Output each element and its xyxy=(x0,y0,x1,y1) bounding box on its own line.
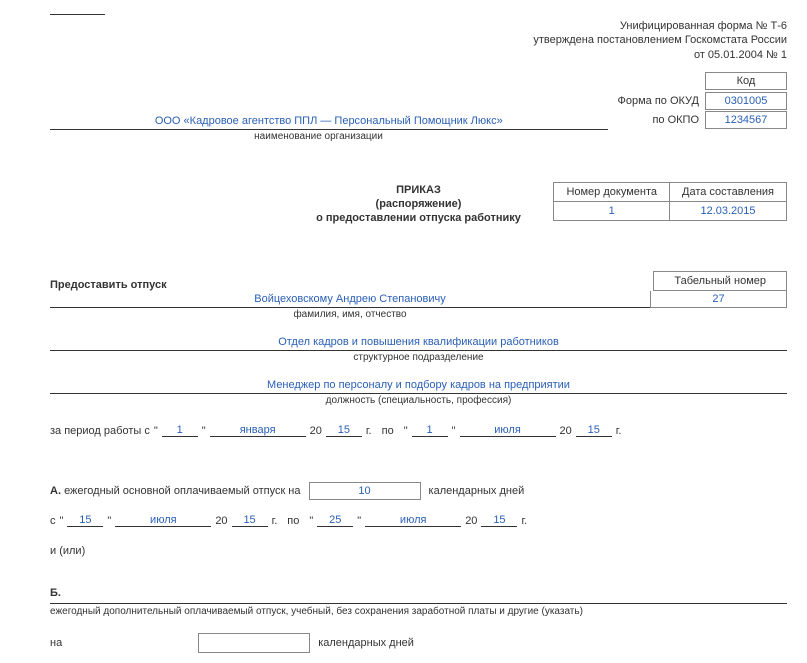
dept-sub: структурное подразделение xyxy=(50,352,787,363)
docdate-label: Дата составления xyxy=(670,182,787,201)
period-prefix: за период работы с xyxy=(50,425,150,437)
a-m1: июля xyxy=(115,514,211,527)
period-d2: 1 xyxy=(412,424,448,437)
sectB-label: Б. xyxy=(50,587,61,599)
sectA-dates: с " 15 " июля 20 15 г. по " 25 " июля 20… xyxy=(50,514,787,527)
sectA-days: 10 xyxy=(309,482,421,500)
period-d1: 1 xyxy=(162,424,198,437)
top-marker-line xyxy=(50,14,105,15)
work-period-row: за период работы с " 1 " января 20 15 г.… xyxy=(50,424,787,437)
a-m2: июля xyxy=(365,514,461,527)
a-y2: 15 xyxy=(481,514,517,527)
sectA-suffix: календарных дней xyxy=(429,485,525,497)
okpo-label: по ОКПО xyxy=(652,114,699,126)
grant-label: Предоставить отпуск xyxy=(50,279,167,291)
header-line3: от 05.01.2004 № 1 xyxy=(50,48,787,62)
sectA-text: ежегодный основной оплачиваемый отпуск н… xyxy=(64,485,300,497)
okud-row: Форма по ОКУД 0301005 xyxy=(618,92,788,110)
a-y1: 15 xyxy=(232,514,268,527)
tabel-label: Табельный номер xyxy=(653,271,787,291)
okpo-value: 1234567 xyxy=(705,111,787,129)
header-line1: Унифицированная форма № Т-6 xyxy=(50,19,787,33)
sectB-days-row: на календарных дней xyxy=(50,633,787,653)
fio-sub: фамилия, имя, отчество xyxy=(50,309,650,320)
period-m2: июля xyxy=(460,424,556,437)
docdate-value: 12.03.2015 xyxy=(670,201,787,220)
docnum-label: Номер документа xyxy=(554,182,670,201)
header-line2: утверждена постановлением Госкомстата Ро… xyxy=(50,33,787,47)
dept-value: Отдел кадров и повышения квалификации ра… xyxy=(50,336,787,351)
period-y1: 15 xyxy=(326,424,362,437)
a-d1: 15 xyxy=(67,514,103,527)
a-d2: 25 xyxy=(317,514,353,527)
okpo-row: по ОКПО 1234567 xyxy=(652,111,787,129)
andor: и (или) xyxy=(50,545,787,557)
grant-row: Предоставить отпуск Табельный номер xyxy=(50,271,787,291)
okud-value: 0301005 xyxy=(705,92,787,110)
sectB-days-box xyxy=(198,633,310,653)
docnum-value: 1 xyxy=(554,201,670,220)
section-b: Б. ежегодный дополнительный оплачиваемый… xyxy=(50,587,787,653)
sectB-na: на xyxy=(50,637,62,649)
kod-label: Код xyxy=(705,72,787,90)
pos-value: Менеджер по персоналу и подбору кадров н… xyxy=(50,379,787,394)
form-header: Унифицированная форма № Т-6 утверждена п… xyxy=(50,19,787,62)
section-a: А. ежегодный основной оплачиваемый отпус… xyxy=(50,482,787,557)
sectB-text: ежегодный дополнительный оплачиваемый от… xyxy=(50,603,787,617)
period-y2: 15 xyxy=(576,424,612,437)
fio-value: Войцеховскому Андрею Степановичу xyxy=(50,293,650,308)
pos-sub: должность (специальность, профессия) xyxy=(50,395,787,406)
sectA-label: А. xyxy=(50,485,61,497)
kod-row: Код xyxy=(50,72,787,90)
tabel-value: 27 xyxy=(650,291,787,308)
okud-label: Форма по ОКУД xyxy=(618,95,700,107)
org-sub: наименование организации xyxy=(50,131,587,142)
period-m1: января xyxy=(210,424,306,437)
org-name: ООО «Кадровое агентство ППЛ — Персональн… xyxy=(50,115,608,130)
sectB-suffix: календарных дней xyxy=(318,637,414,649)
